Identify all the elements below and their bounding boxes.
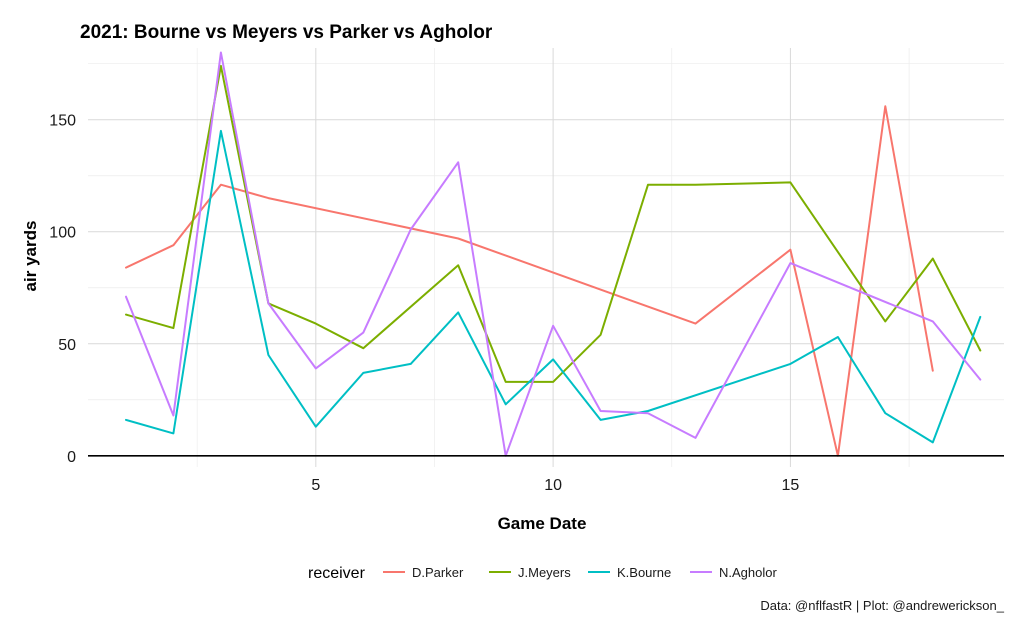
legend-label-k-bourne: K.Bourne bbox=[617, 565, 671, 580]
legend-label-j-meyers: J.Meyers bbox=[518, 565, 571, 580]
x-axis-title: Game Date bbox=[498, 514, 587, 533]
legend: receiver D.Parker J.Meyers K.Bourne N.Aghol… bbox=[308, 565, 777, 582]
legend-label-n-agholor: N.Agholor bbox=[719, 565, 777, 580]
y-tick-label: 0 bbox=[67, 449, 76, 466]
series-lines bbox=[125, 51, 982, 457]
legend-label-d-parker: D.Parker bbox=[412, 565, 464, 580]
x-tick-label: 15 bbox=[782, 477, 800, 494]
chart-title: 2021: Bourne vs Meyers vs Parker vs Agho… bbox=[80, 22, 493, 43]
grid bbox=[88, 48, 1004, 467]
y-tick-label: 50 bbox=[58, 337, 76, 354]
series-line-k-bourne bbox=[125, 129, 982, 444]
y-axis-title: air yards bbox=[21, 221, 40, 292]
x-tick-label: 5 bbox=[311, 477, 320, 494]
series-line-n-agholor bbox=[125, 51, 982, 457]
y-tick-label: 150 bbox=[49, 113, 76, 130]
x-tick-label: 10 bbox=[544, 477, 562, 494]
legend-items: D.Parker J.Meyers K.Bourne N.Agholor bbox=[383, 565, 777, 580]
legend-title: receiver bbox=[308, 565, 366, 582]
chart-caption: Data: @nflfastR | Plot: @andrewerickson_ bbox=[760, 598, 1004, 613]
series-line-d-parker bbox=[125, 105, 934, 457]
y-tick-label: 100 bbox=[49, 225, 76, 242]
